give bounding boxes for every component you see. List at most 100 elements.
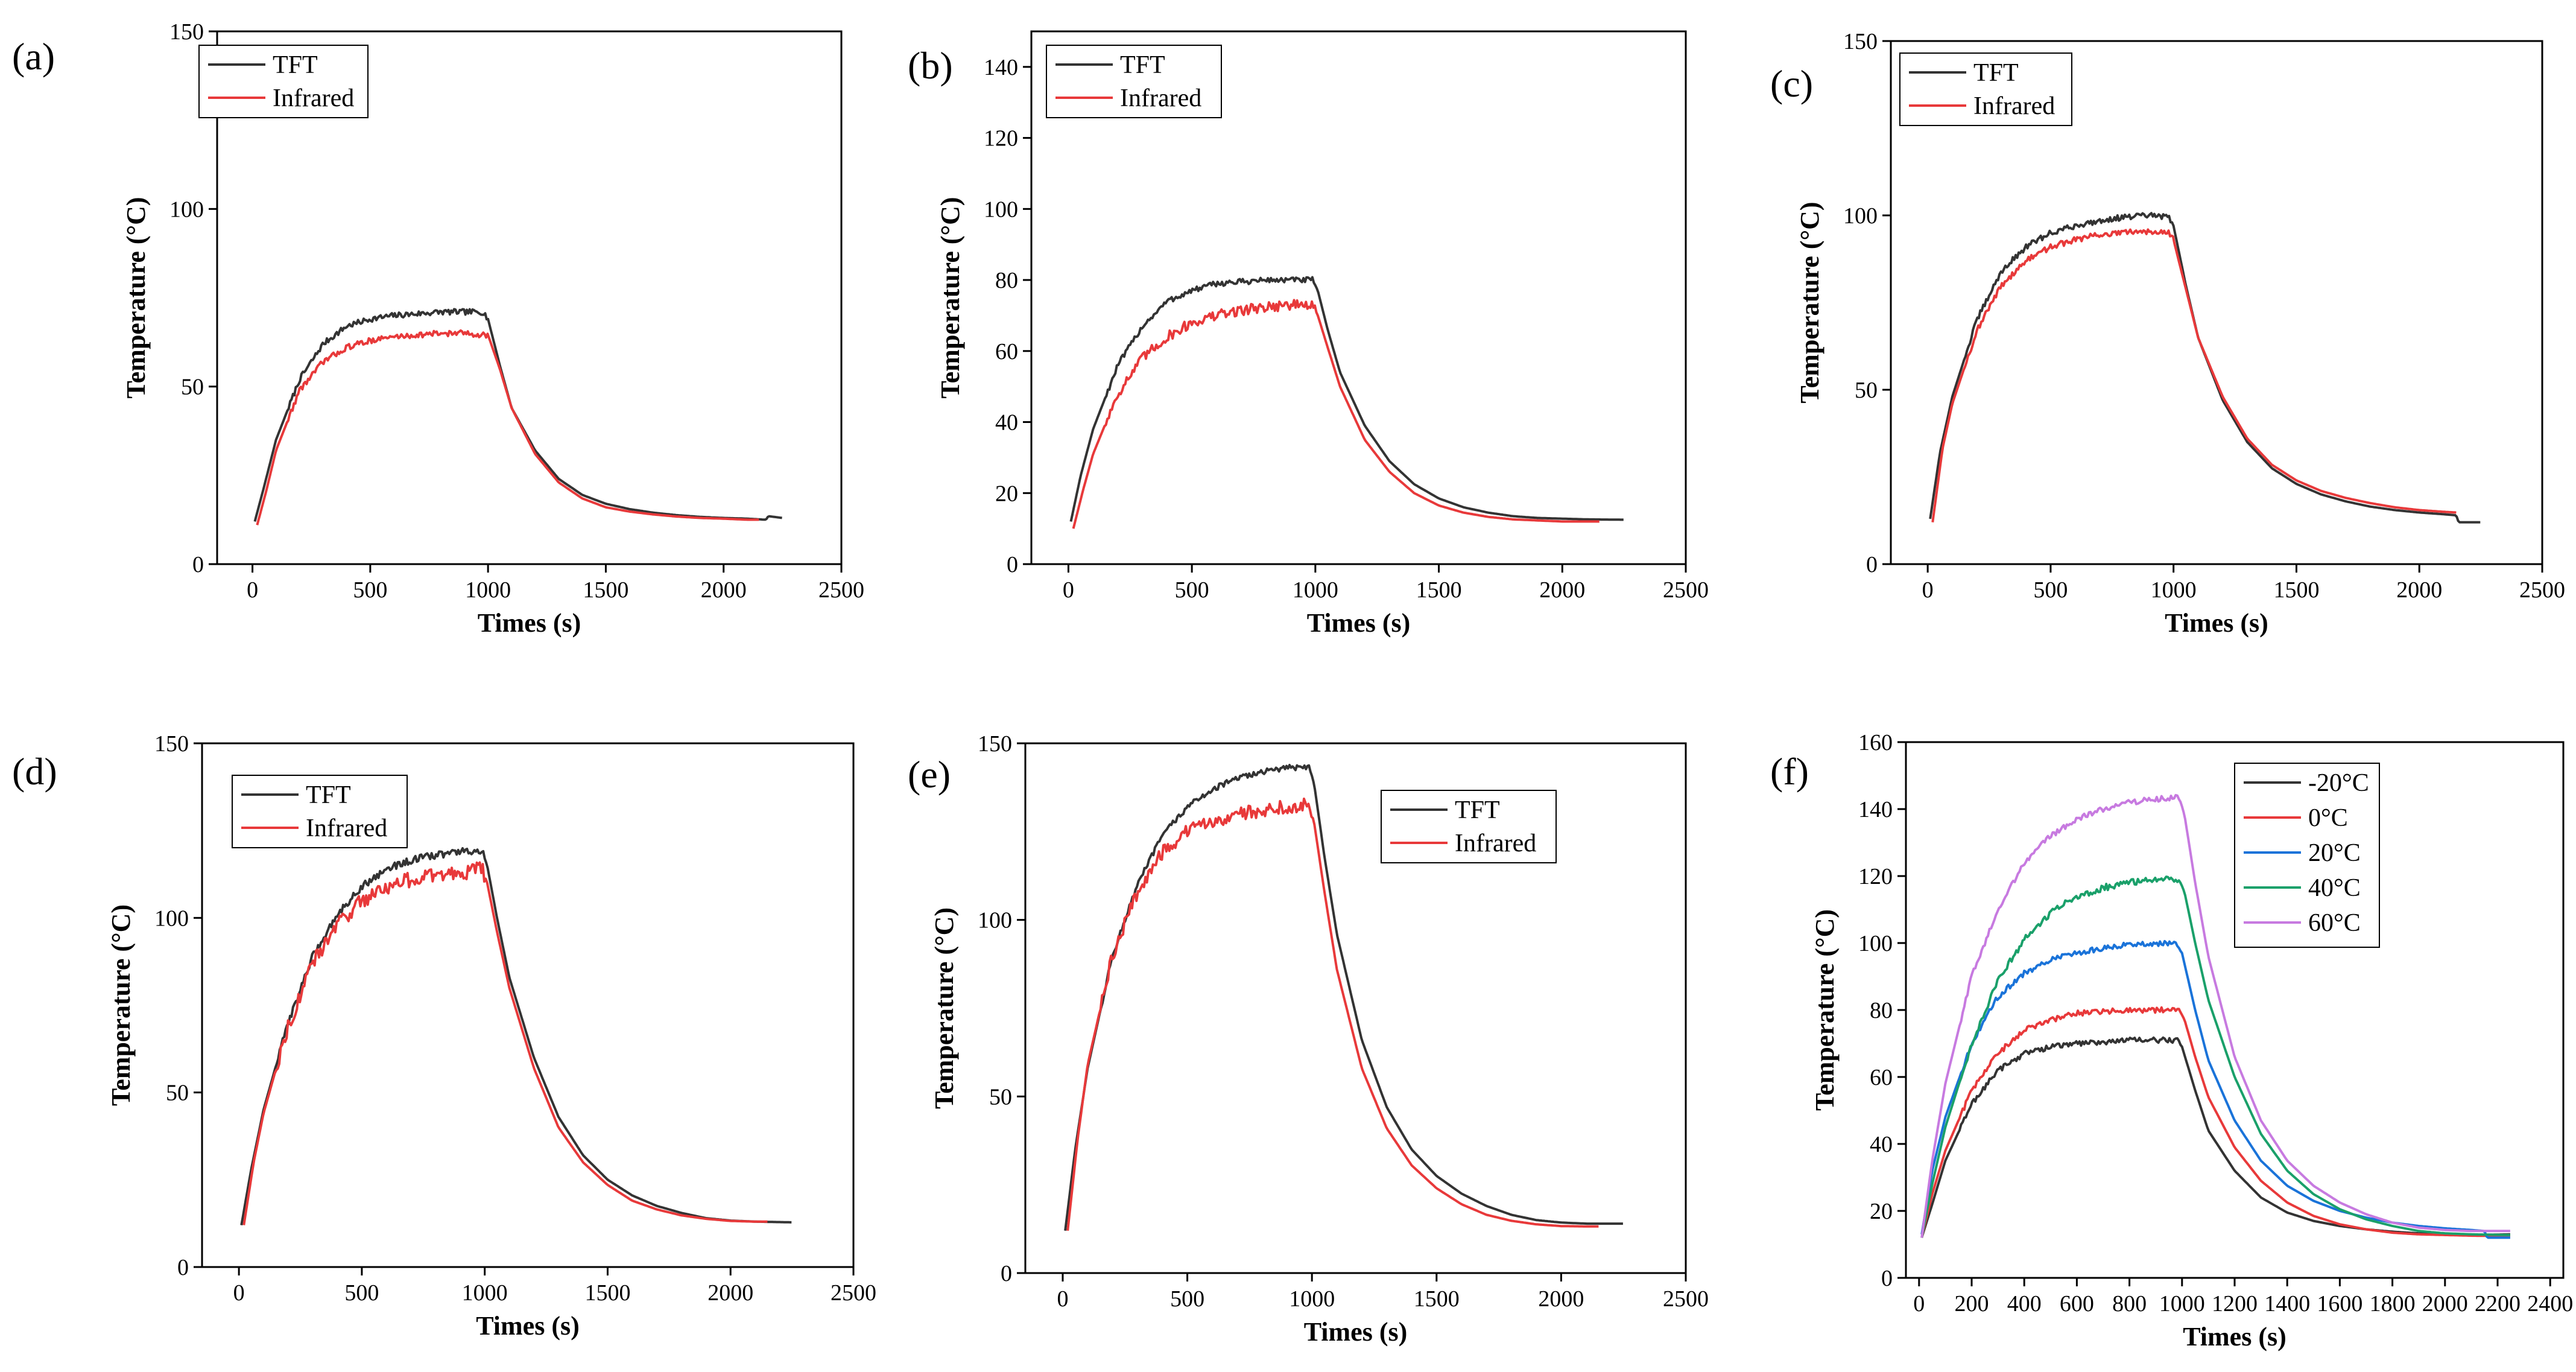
- legend-box: [1381, 790, 1557, 863]
- panel-label: (a): [12, 35, 55, 78]
- y-tick-label: 50: [166, 1081, 189, 1106]
- x-axis-title: Times (s): [1307, 608, 1411, 638]
- x-tick-label: 800: [2112, 1291, 2147, 1316]
- y-tick-label: 0: [177, 1255, 189, 1280]
- series-line-a-0: [253, 308, 782, 522]
- series-line-c-0: [1929, 212, 2481, 524]
- x-tick-label: 2000: [701, 577, 747, 603]
- chart-panel-d: (d) 0 500 1000 1500 2000 2500 0 50 100 150 Times (s…: [12, 731, 876, 1341]
- y-tick-label: 0: [1007, 552, 1018, 577]
- y-tick-label: 80: [1870, 998, 1893, 1023]
- legend-label: 20°C: [2308, 839, 2361, 867]
- x-tick-label: 1000: [1293, 577, 1338, 603]
- y-tick-label: 100: [1858, 931, 1893, 956]
- legend-label: TFT: [1120, 51, 1165, 79]
- x-tick-label: 1500: [583, 577, 628, 603]
- y-tick-label: 50: [989, 1084, 1012, 1110]
- x-tick-label: 200: [1955, 1291, 1989, 1316]
- x-tick-label: 2500: [1663, 577, 1709, 603]
- legend: TFT Infrared: [1899, 52, 2072, 126]
- x-tick-label: 1000: [2151, 577, 2197, 603]
- x-axis-title: Times (s): [476, 1311, 580, 1341]
- x-tick-label: 1600: [2317, 1291, 2362, 1316]
- y-tick-label: 0: [1866, 552, 1878, 577]
- series-line-e-1: [1066, 797, 1599, 1231]
- y-axis-title: Temperature (°C): [929, 907, 959, 1109]
- series-line-b-1: [1072, 299, 1600, 529]
- x-tick-label: 0: [1063, 577, 1074, 603]
- x-tick-label: 1500: [584, 1280, 630, 1306]
- y-tick-label: 100: [169, 197, 204, 222]
- x-tick-label: 1000: [465, 577, 511, 603]
- y-axis-title: Temperature (°C): [121, 197, 151, 398]
- x-tick-label: 2500: [1663, 1286, 1709, 1312]
- series-line-f-4: [1920, 793, 2510, 1238]
- x-tick-label: 2000: [1539, 577, 1585, 603]
- y-tick-label: 20: [1870, 1199, 1893, 1224]
- legend: TFT Infrared: [1381, 790, 1557, 863]
- series-group: [240, 847, 792, 1225]
- y-tick-label: 20: [995, 481, 1018, 506]
- plot-frame: [1030, 30, 1687, 565]
- x-tick-label: 2000: [1538, 1286, 1584, 1312]
- x-axis-title: Times (s): [1304, 1317, 1408, 1347]
- x-tick-label: 400: [2007, 1291, 2042, 1316]
- legend-label: 40°C: [2308, 874, 2361, 902]
- y-tick-label: 0: [1001, 1261, 1012, 1286]
- legend: TFT Infrared: [232, 775, 408, 848]
- legend-label: -20°C: [2308, 769, 2369, 797]
- x-axis-title: Times (s): [2165, 608, 2268, 638]
- series-line-d-0: [240, 847, 792, 1225]
- x-tick-label: 2400: [2527, 1291, 2573, 1316]
- y-axis-title: Temperature (°C): [935, 197, 965, 398]
- y-tick-label: 150: [978, 731, 1012, 757]
- plot-frame: [1024, 742, 1687, 1274]
- legend-label: 60°C: [2308, 909, 2361, 937]
- legend-label: TFT: [1973, 59, 2019, 87]
- series-line-a-1: [256, 329, 759, 526]
- x-tick-label: 1800: [2370, 1291, 2416, 1316]
- legend-box: [1046, 45, 1222, 118]
- plot-frame: [1890, 40, 2543, 565]
- legend-label: TFT: [273, 51, 318, 79]
- y-tick-label: 0: [1881, 1266, 1893, 1291]
- x-axis-title: Times (s): [478, 608, 581, 638]
- x-tick-label: 2000: [2396, 577, 2442, 603]
- legend-label: Infrared: [306, 815, 387, 842]
- x-tick-label: 1000: [2159, 1291, 2205, 1316]
- x-tick-label: 0: [1922, 577, 1934, 603]
- chart-panel-a: (a) 0 500 1000 1500 2000 2500 0 50 100 150 Times (s…: [12, 19, 864, 638]
- y-tick-label: 100: [978, 908, 1012, 933]
- y-tick-label: 150: [169, 19, 204, 45]
- legend-label: Infrared: [1973, 92, 2055, 120]
- plot-frame: [216, 30, 843, 565]
- panel-label: (e): [908, 753, 951, 796]
- y-tick-label: 100: [154, 906, 189, 931]
- x-tick-label: 1200: [2212, 1291, 2258, 1316]
- legend-box: [2234, 763, 2380, 948]
- y-tick-label: 60: [1870, 1065, 1893, 1090]
- chart-panel-c: (c) 0 500 1000 1500 2000 2500 0 50 100 150 Times (s…: [1770, 29, 2565, 638]
- legend-label: TFT: [306, 781, 351, 809]
- x-tick-label: 1000: [462, 1280, 508, 1306]
- legend-box: [1899, 52, 2072, 126]
- panel-label: (b): [908, 44, 953, 87]
- series-line-e-0: [1064, 764, 1623, 1231]
- y-tick-label: 40: [1870, 1132, 1893, 1157]
- series-line-f-3: [1920, 875, 2510, 1238]
- x-tick-label: 600: [2060, 1291, 2094, 1316]
- series-line-f-2: [1920, 939, 2510, 1239]
- legend-label: TFT: [1455, 796, 1500, 824]
- legend-label: Infrared: [1455, 830, 1536, 857]
- panel-label: (d): [12, 750, 57, 793]
- series-group: [1929, 212, 2481, 524]
- x-tick-label: 1500: [1416, 577, 1462, 603]
- x-tick-label: 2500: [818, 577, 864, 603]
- y-tick-label: 0: [192, 552, 204, 577]
- legend: TFT Infrared: [198, 45, 369, 118]
- y-tick-label: 80: [995, 268, 1018, 293]
- y-tick-label: 50: [181, 375, 204, 400]
- y-axis-title: Temperature (°C): [106, 904, 136, 1106]
- x-tick-label: 1400: [2264, 1291, 2310, 1316]
